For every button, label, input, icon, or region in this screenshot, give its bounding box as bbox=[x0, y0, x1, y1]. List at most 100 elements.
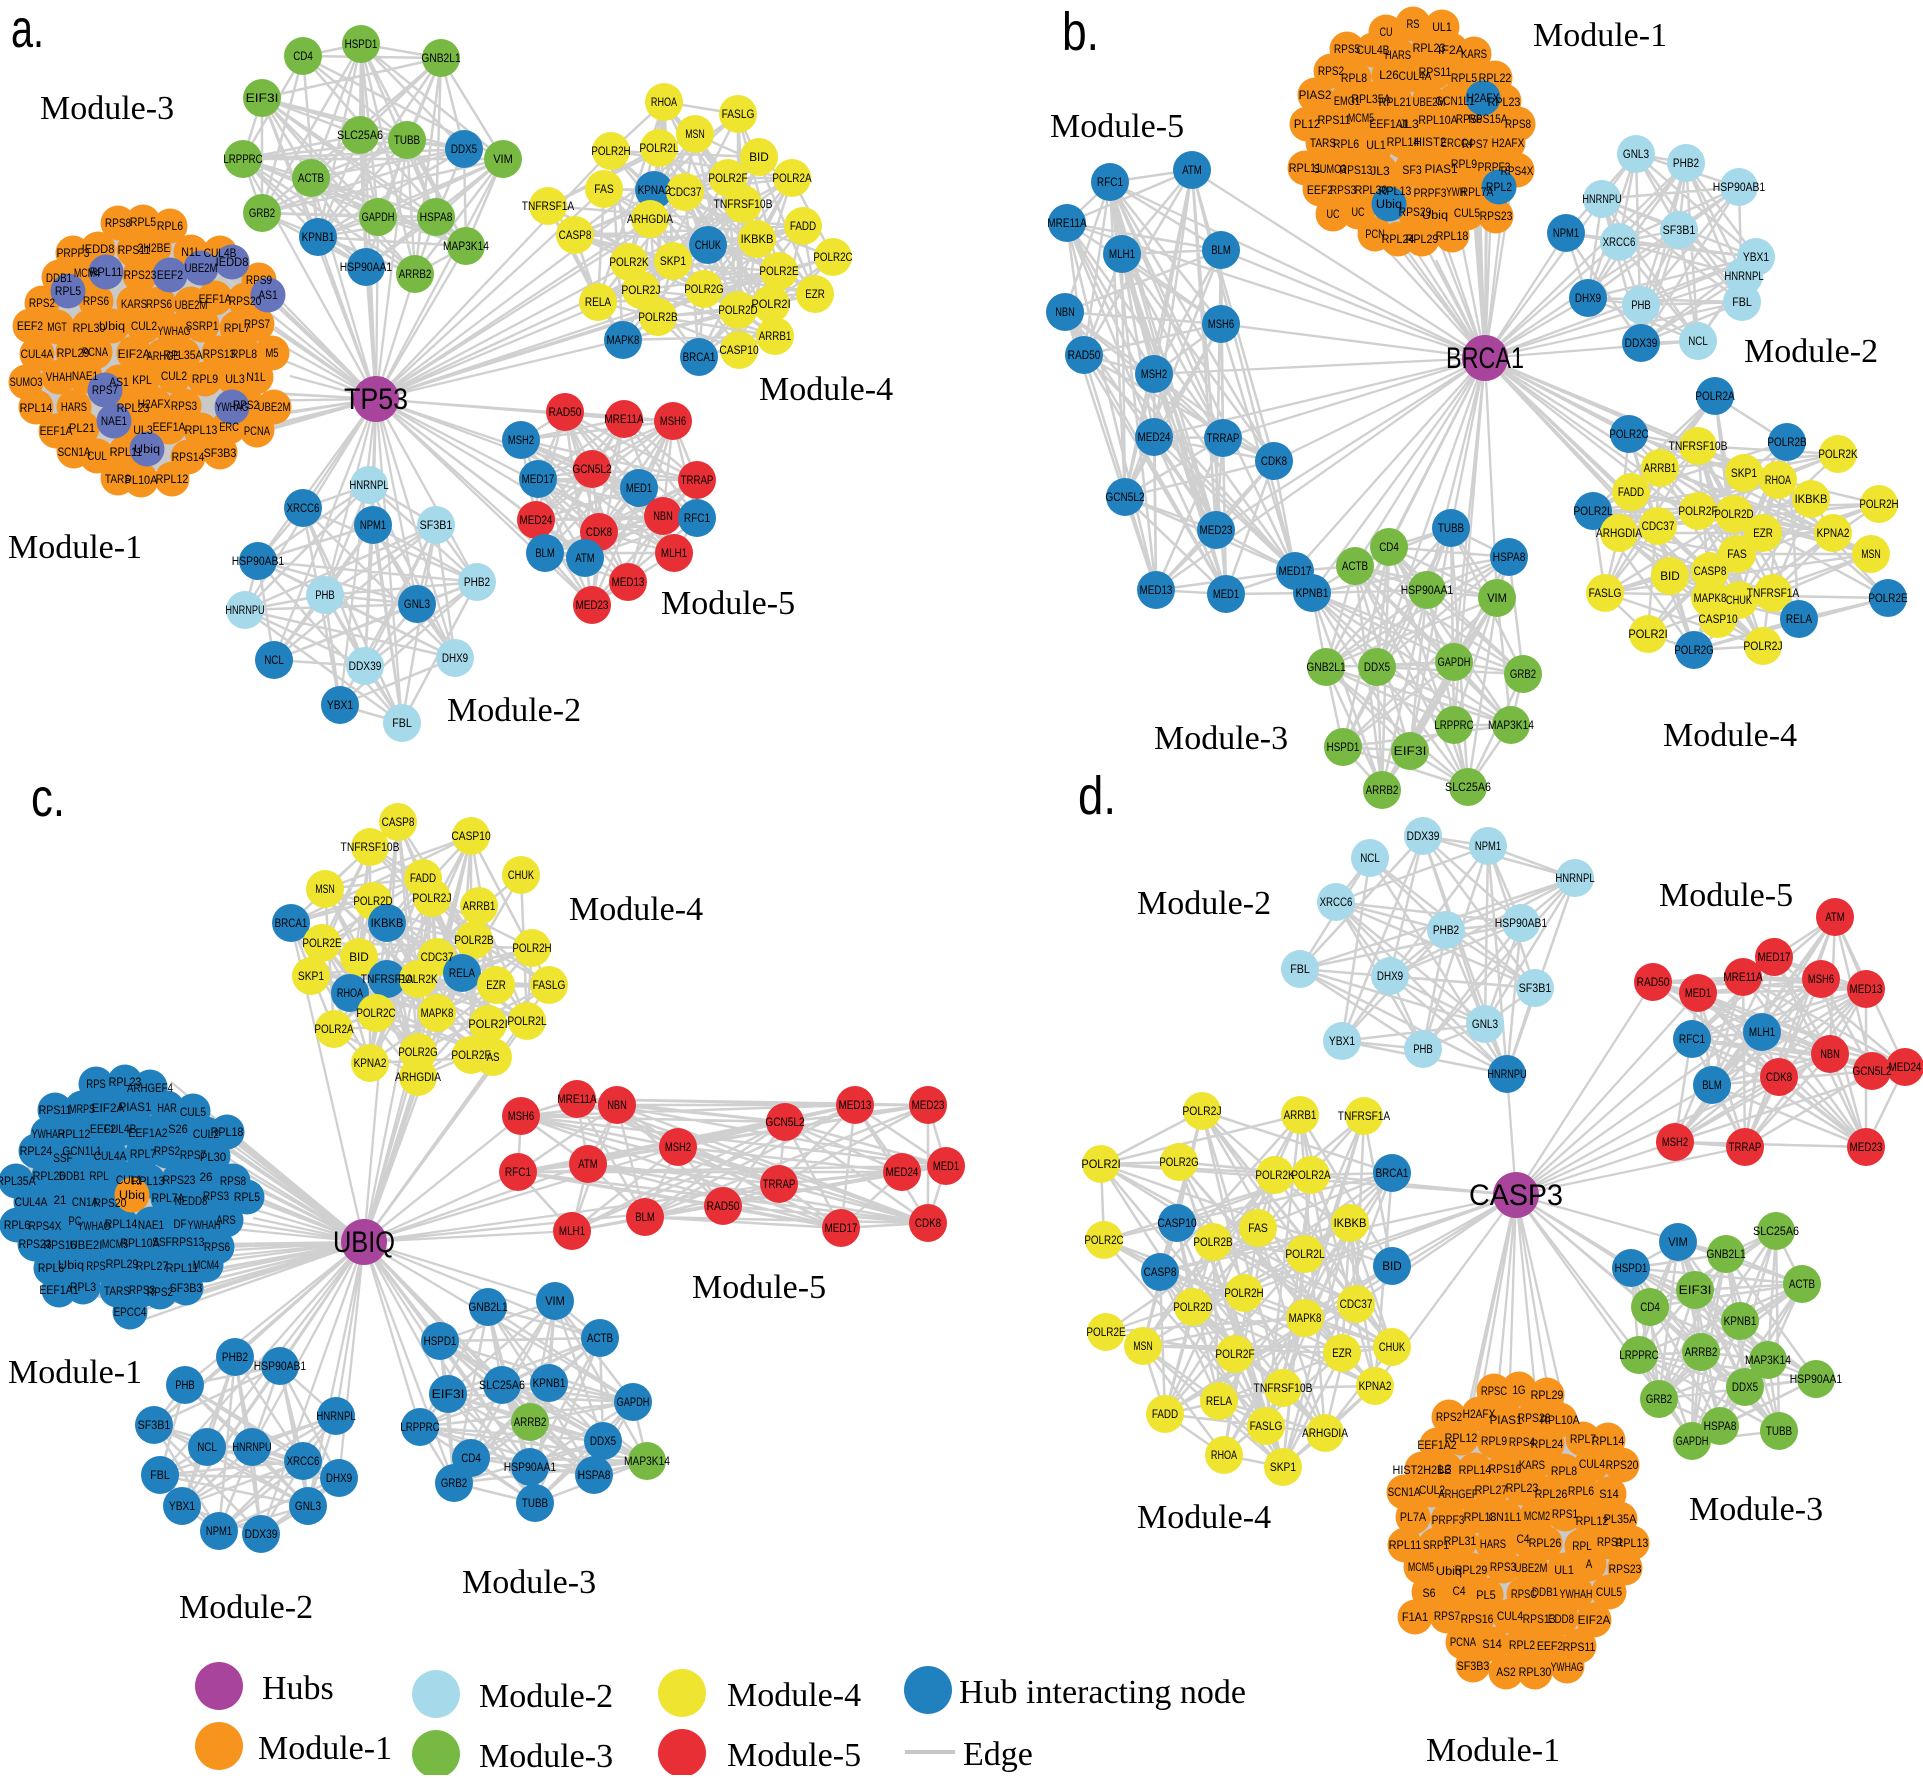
svg-text:HSP90AA1: HSP90AA1 bbox=[1401, 583, 1454, 597]
svg-text:SLC25A6: SLC25A6 bbox=[479, 1378, 525, 1392]
svg-text:RAD50: RAD50 bbox=[1068, 348, 1101, 362]
svg-text:PCNA: PCNA bbox=[244, 424, 271, 438]
svg-text:GCN5L2: GCN5L2 bbox=[572, 462, 611, 476]
svg-text:TNFRSF10B: TNFRSF10B bbox=[341, 840, 400, 854]
svg-text:IEDD8: IEDD8 bbox=[82, 242, 115, 256]
svg-text:MED13: MED13 bbox=[1850, 982, 1883, 996]
svg-text:PIAS1: PIAS1 bbox=[1490, 1413, 1523, 1427]
svg-text:TUBB: TUBB bbox=[1438, 521, 1464, 535]
svg-text:RPS9: RPS9 bbox=[246, 273, 272, 287]
svg-text:b.: b. bbox=[1062, 2, 1099, 62]
svg-text:RPS7: RPS7 bbox=[1462, 137, 1488, 151]
svg-text:RPL12: RPL12 bbox=[1576, 1514, 1609, 1528]
svg-text:SCN1A: SCN1A bbox=[1388, 1485, 1421, 1499]
svg-text:Module-2: Module-2 bbox=[1137, 885, 1271, 922]
svg-text:MSH2: MSH2 bbox=[665, 1140, 691, 1154]
svg-text:RPS7: RPS7 bbox=[180, 1148, 206, 1162]
svg-text:Module-5: Module-5 bbox=[727, 1737, 861, 1774]
svg-text:RPS5: RPS5 bbox=[1334, 42, 1360, 56]
svg-text:HSP90AA1: HSP90AA1 bbox=[504, 1460, 557, 1474]
svg-text:MRE11A: MRE11A bbox=[1723, 970, 1763, 984]
svg-text:POLR2K: POLR2K bbox=[398, 972, 438, 986]
svg-text:CUL2: CUL2 bbox=[193, 1127, 219, 1141]
svg-text:RPL30: RPL30 bbox=[73, 321, 106, 335]
svg-text:RPL29: RPL29 bbox=[1531, 1388, 1564, 1402]
svg-text:HNRNPU: HNRNPU bbox=[225, 603, 264, 617]
svg-text:TRRAP: TRRAP bbox=[1729, 1140, 1762, 1154]
svg-text:CHUK: CHUK bbox=[1726, 593, 1753, 607]
svg-text:POLR2F: POLR2F bbox=[451, 1048, 491, 1062]
svg-text:HSPA8: HSPA8 bbox=[420, 210, 453, 224]
svg-text:RHOA: RHOA bbox=[1211, 1448, 1238, 1462]
svg-text:EIF3I: EIF3I bbox=[1679, 1283, 1712, 1297]
svg-text:IKBKB: IKBKB bbox=[1334, 1216, 1367, 1230]
svg-text:Module-5: Module-5 bbox=[1659, 877, 1793, 914]
svg-text:DHX9: DHX9 bbox=[326, 1471, 352, 1485]
svg-text:POLR2H: POLR2H bbox=[512, 941, 551, 955]
svg-text:EEF1A: EEF1A bbox=[199, 292, 232, 306]
svg-text:UBE2M: UBE2M bbox=[185, 261, 218, 275]
svg-text:ARHGE: ARHGE bbox=[147, 349, 180, 363]
svg-text:HSPD1: HSPD1 bbox=[1615, 1261, 1648, 1275]
svg-text:PL35A: PL35A bbox=[1604, 1512, 1638, 1526]
svg-text:RPL26: RPL26 bbox=[33, 1169, 66, 1183]
svg-text:TNFRSF1A: TNFRSF1A bbox=[1338, 1109, 1391, 1123]
svg-text:AS2: AS2 bbox=[1496, 1665, 1516, 1679]
svg-text:EEF2: EEF2 bbox=[1307, 183, 1333, 197]
svg-text:PL21: PL21 bbox=[69, 421, 95, 435]
svg-text:POLR2F: POLR2F bbox=[1215, 1347, 1255, 1361]
svg-text:RPL11: RPL11 bbox=[90, 265, 123, 279]
svg-text:RPL8: RPL8 bbox=[1551, 1464, 1577, 1478]
svg-text:ATM: ATM bbox=[575, 551, 595, 565]
svg-text:RPS3: RPS3 bbox=[129, 1283, 155, 1297]
svg-text:RPL6: RPL6 bbox=[4, 1218, 30, 1232]
svg-text:Module-1: Module-1 bbox=[258, 1730, 392, 1767]
svg-text:GNB2L1: GNB2L1 bbox=[421, 51, 460, 65]
svg-text:KARS: KARS bbox=[1461, 47, 1487, 61]
svg-text:PRPF3: PRPF3 bbox=[1432, 1513, 1465, 1527]
svg-text:HSPA8: HSPA8 bbox=[1493, 550, 1526, 564]
svg-text:RPS2: RPS2 bbox=[1318, 64, 1344, 78]
svg-text:RPL14: RPL14 bbox=[20, 401, 53, 415]
svg-text:CD4: CD4 bbox=[1640, 1300, 1660, 1314]
svg-text:a.: a. bbox=[11, 0, 44, 59]
svg-text:SF3B1: SF3B1 bbox=[1519, 981, 1552, 995]
svg-text:HNRNPL: HNRNPL bbox=[1555, 871, 1594, 885]
svg-text:RPL7A: RPL7A bbox=[152, 1191, 185, 1205]
svg-text:TUBB: TUBB bbox=[394, 133, 420, 147]
svg-text:CUL4A: CUL4A bbox=[94, 1149, 127, 1163]
svg-text:XRCC6: XRCC6 bbox=[287, 1454, 320, 1468]
svg-text:SF3: SF3 bbox=[1402, 163, 1422, 177]
svg-text:NAE1: NAE1 bbox=[138, 1218, 164, 1232]
svg-text:EZR: EZR bbox=[1332, 1346, 1352, 1360]
svg-text:BRCA1: BRCA1 bbox=[683, 350, 716, 364]
svg-text:HSPA8: HSPA8 bbox=[578, 1468, 611, 1482]
svg-text:POLR2E: POLR2E bbox=[302, 936, 341, 950]
svg-text:HNRNPL: HNRNPL bbox=[349, 478, 388, 492]
svg-text:KARS: KARS bbox=[1519, 1458, 1545, 1472]
svg-text:RPL9: RPL9 bbox=[1451, 157, 1477, 171]
svg-text:IKBKB: IKBKB bbox=[741, 232, 774, 246]
svg-text:H2AFX: H2AFX bbox=[1492, 136, 1525, 150]
svg-text:MLH1: MLH1 bbox=[1109, 247, 1135, 261]
svg-text:POLR2J: POLR2J bbox=[1743, 639, 1782, 653]
svg-text:MED23: MED23 bbox=[1850, 1140, 1883, 1154]
svg-text:RPL13: RPL13 bbox=[185, 423, 218, 437]
svg-text:TNFRSF1A: TNFRSF1A bbox=[1747, 586, 1800, 600]
svg-text:CD4: CD4 bbox=[461, 1451, 481, 1465]
svg-text:MED17: MED17 bbox=[1279, 564, 1312, 578]
svg-text:YWHAH: YWHAH bbox=[1560, 1587, 1593, 1601]
svg-text:RPS7: RPS7 bbox=[92, 383, 118, 397]
svg-text:RPL35A: RPL35A bbox=[163, 348, 203, 362]
svg-text:LRPPRC: LRPPRC bbox=[1619, 1348, 1658, 1362]
svg-text:RPS13: RPS13 bbox=[203, 347, 236, 361]
svg-text:RPL26: RPL26 bbox=[1529, 1536, 1562, 1550]
svg-text:SLC25A6: SLC25A6 bbox=[1753, 1224, 1799, 1238]
svg-text:DDX39: DDX39 bbox=[1625, 336, 1658, 350]
svg-text:EIF3I: EIF3I bbox=[1394, 744, 1427, 758]
svg-text:EEF1A1: EEF1A1 bbox=[39, 1283, 78, 1297]
svg-text:PCNA: PCNA bbox=[82, 345, 109, 359]
svg-text:RPL8: RPL8 bbox=[231, 347, 257, 361]
svg-text:YWHAG: YWHAG bbox=[1551, 1660, 1584, 1674]
svg-text:UBE2M: UBE2M bbox=[1515, 1561, 1548, 1575]
